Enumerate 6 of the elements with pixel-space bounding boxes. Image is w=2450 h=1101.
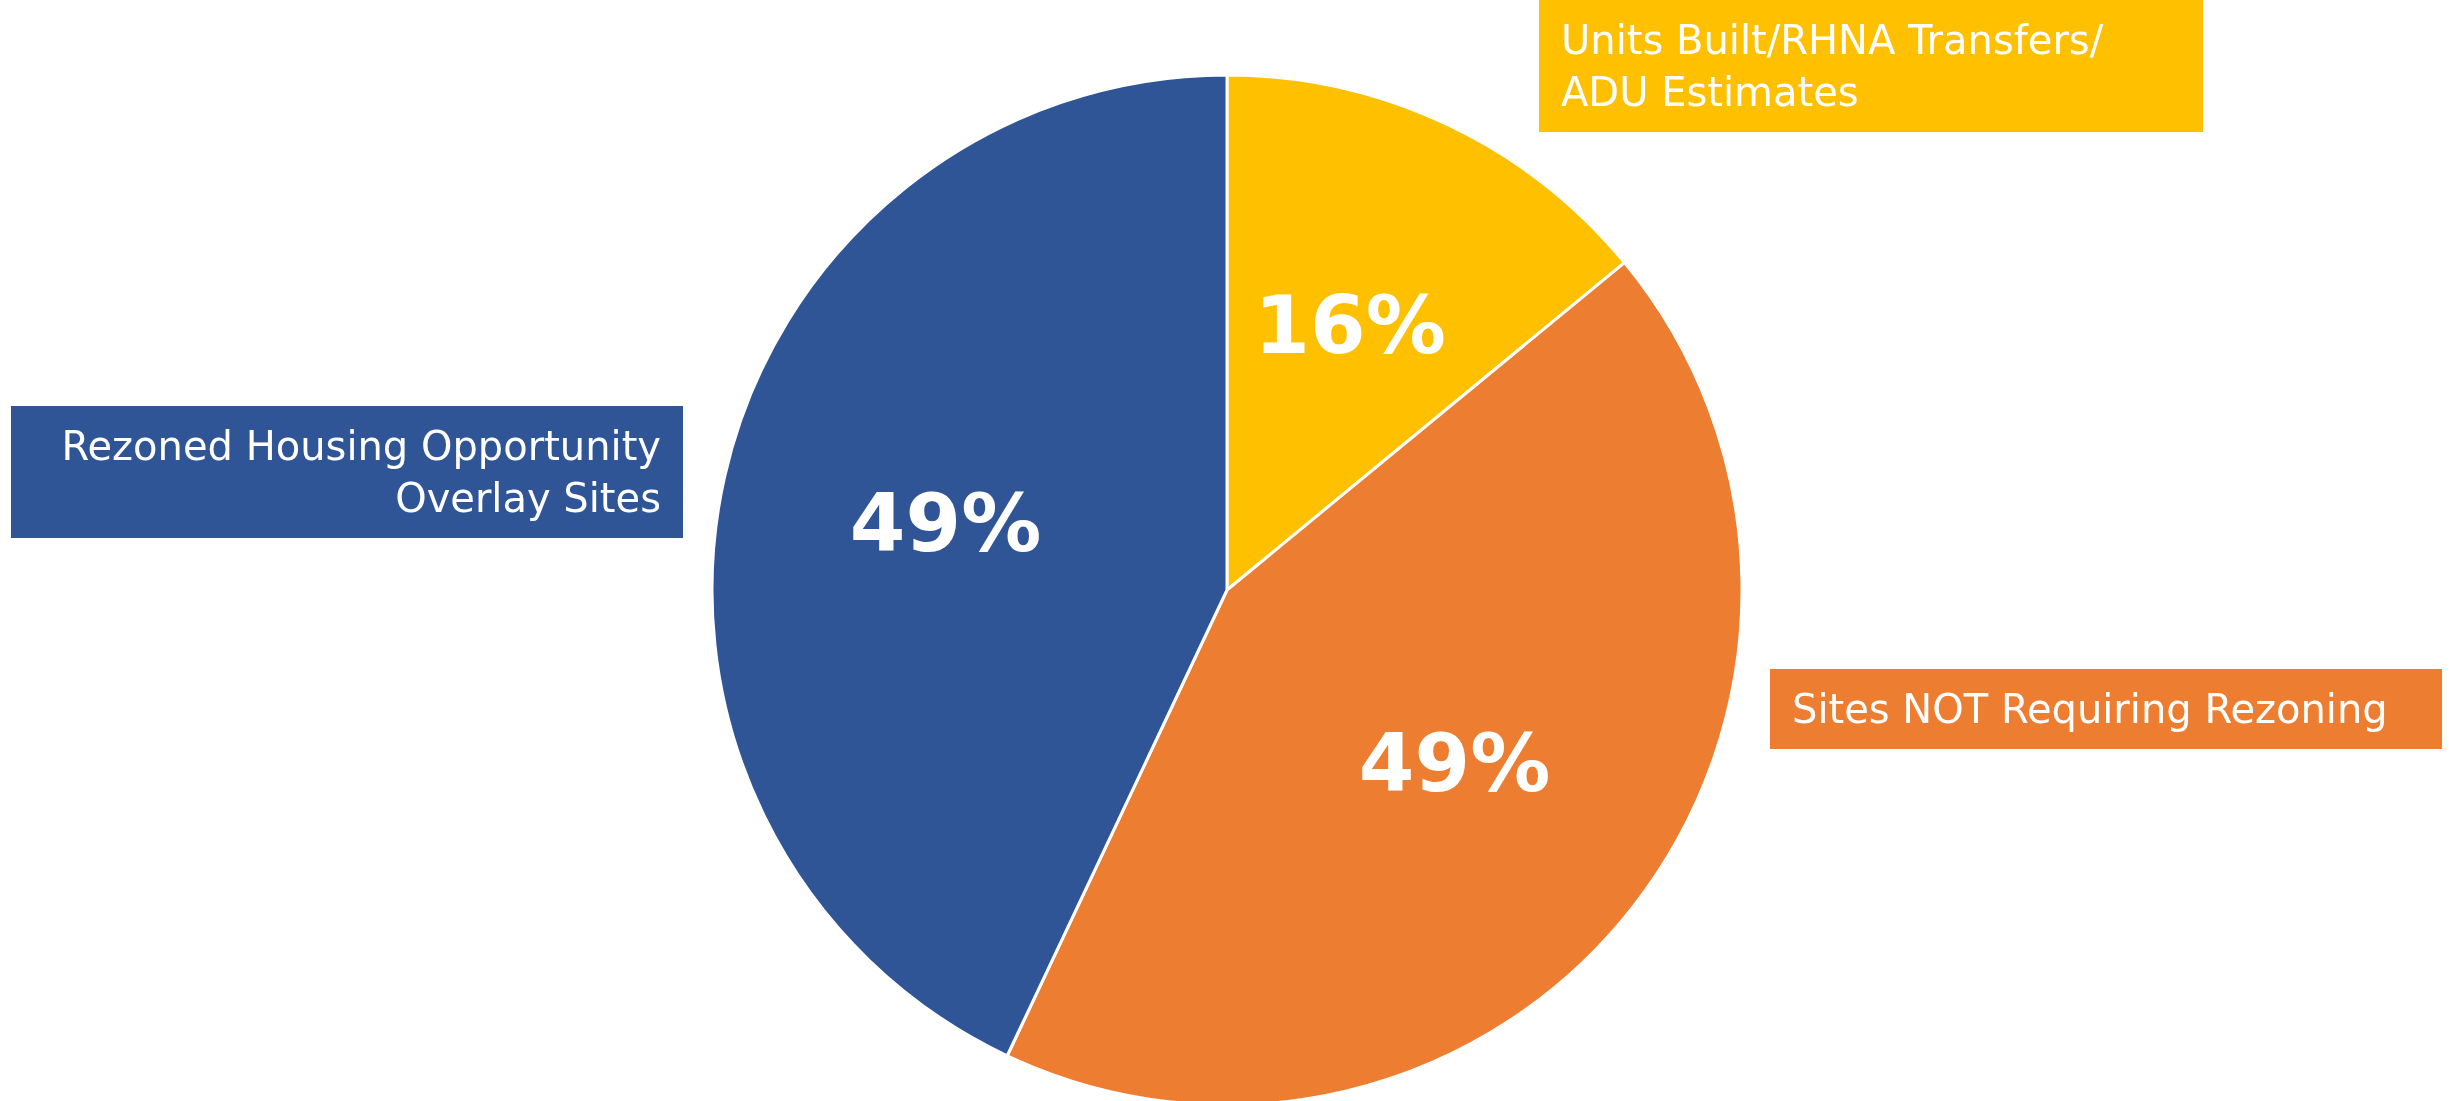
data-label: 16% (1254, 279, 1446, 373)
slice-label: Sites NOT Requiring Rezoning (1770, 669, 2442, 749)
data-label: 49% (1358, 717, 1551, 811)
slice-label: Units Built/RHNA Transfers/ ADU Estimates (1539, 0, 2203, 132)
slice-label: Rezoned Housing Opportunity Overlay Sites (11, 406, 683, 538)
data-label: 49% (849, 476, 1042, 570)
